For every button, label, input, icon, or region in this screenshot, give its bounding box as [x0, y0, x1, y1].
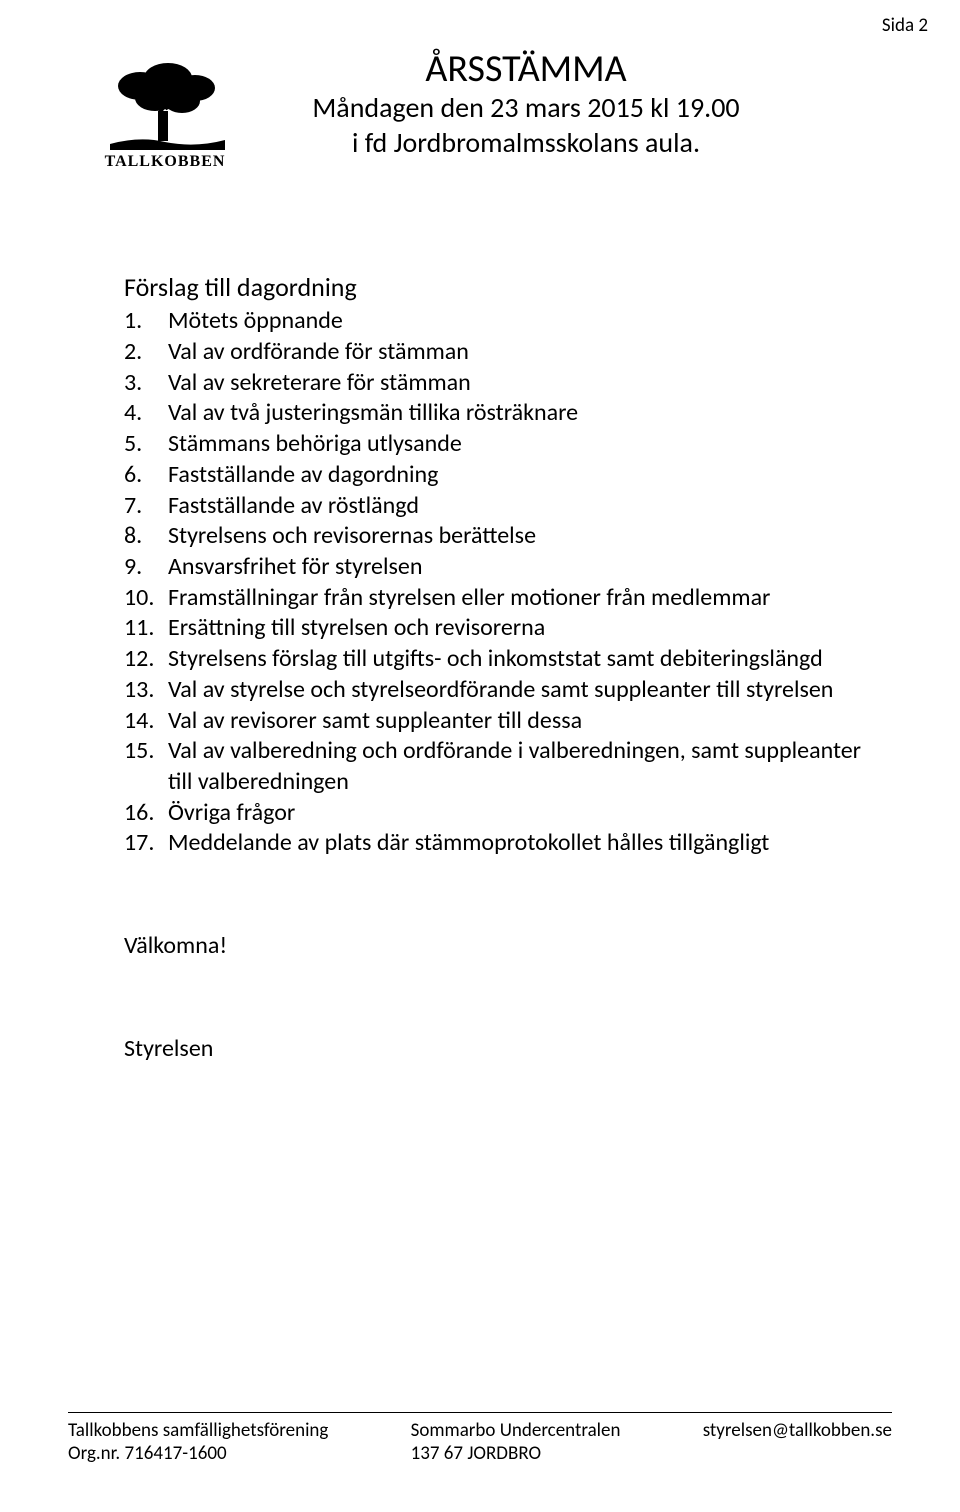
- list-item: Ersättning till styrelsen och revisorern…: [124, 613, 872, 644]
- header-row: TALLKOBBEN ÅRSSTÄMMA Måndagen den 23 mar…: [100, 50, 872, 171]
- signoff-text: Styrelsen: [124, 1034, 872, 1065]
- list-item: Framställningar från styrelsen eller mot…: [124, 583, 872, 614]
- list-item: Styrelsens förslag till utgifts- och ink…: [124, 644, 872, 675]
- tree-icon: [100, 56, 230, 151]
- agenda-list: Mötets öppnande Val av ordförande för st…: [100, 306, 872, 859]
- logo: TALLKOBBEN: [100, 50, 240, 171]
- agenda-title: Förslag till dagordning: [124, 271, 872, 304]
- list-item: Val av sekreterare för stämman: [124, 368, 872, 399]
- footer: Tallkobbens samfällighetsförening Org.nr…: [68, 1412, 892, 1467]
- list-item: Val av ordförande för stämman: [124, 337, 872, 368]
- footer-email: styrelsen@tallkobben.se: [703, 1419, 892, 1443]
- list-item: Fastställande av röstlängd: [124, 491, 872, 522]
- list-item: Val av två justeringsmän tillika rösträk…: [124, 398, 872, 429]
- list-item: Styrelsens och revisorernas berättelse: [124, 521, 872, 552]
- list-item: Val av valberedning och ordförande i val…: [124, 736, 872, 797]
- page-title: ÅRSSTÄMMA: [240, 50, 812, 90]
- footer-address-1: Sommarbo Undercentralen: [411, 1419, 621, 1443]
- title-date-line: Måndagen den 23 mars 2015 kl 19.00: [240, 90, 812, 125]
- footer-org-number: Org.nr. 716417-1600: [68, 1442, 328, 1466]
- footer-right: styrelsen@tallkobben.se: [703, 1419, 892, 1467]
- footer-org-name: Tallkobbens samfällighetsförening: [68, 1419, 328, 1443]
- list-item: Stämmans behöriga utlysande: [124, 429, 872, 460]
- page: Sida 2: [0, 0, 960, 1512]
- list-item: Ansvarsfrihet för styrelsen: [124, 552, 872, 583]
- list-item: Övriga frågor: [124, 798, 872, 829]
- footer-address-2: 137 67 JORDBRO: [411, 1442, 621, 1466]
- welcome-text: Välkomna!: [124, 931, 872, 962]
- footer-left: Tallkobbens samfällighetsförening Org.nr…: [68, 1419, 328, 1467]
- title-block: ÅRSSTÄMMA Måndagen den 23 mars 2015 kl 1…: [240, 50, 872, 160]
- footer-middle: Sommarbo Undercentralen 137 67 JORDBRO: [411, 1419, 621, 1467]
- page-number: Sida 2: [882, 14, 928, 37]
- list-item: Mötets öppnande: [124, 306, 872, 337]
- list-item: Val av styrelse och styrelseordförande s…: [124, 675, 872, 706]
- list-item: Fastställande av dagordning: [124, 460, 872, 491]
- title-location-line: i fd Jordbromalmsskolans aula.: [240, 125, 812, 160]
- logo-brand-text: TALLKOBBEN: [100, 153, 230, 171]
- content: Förslag till dagordning Mötets öppnande …: [100, 271, 872, 1065]
- list-item: Val av revisorer samt suppleanter till d…: [124, 706, 872, 737]
- list-item: Meddelande av plats där stämmoprotokolle…: [124, 828, 872, 859]
